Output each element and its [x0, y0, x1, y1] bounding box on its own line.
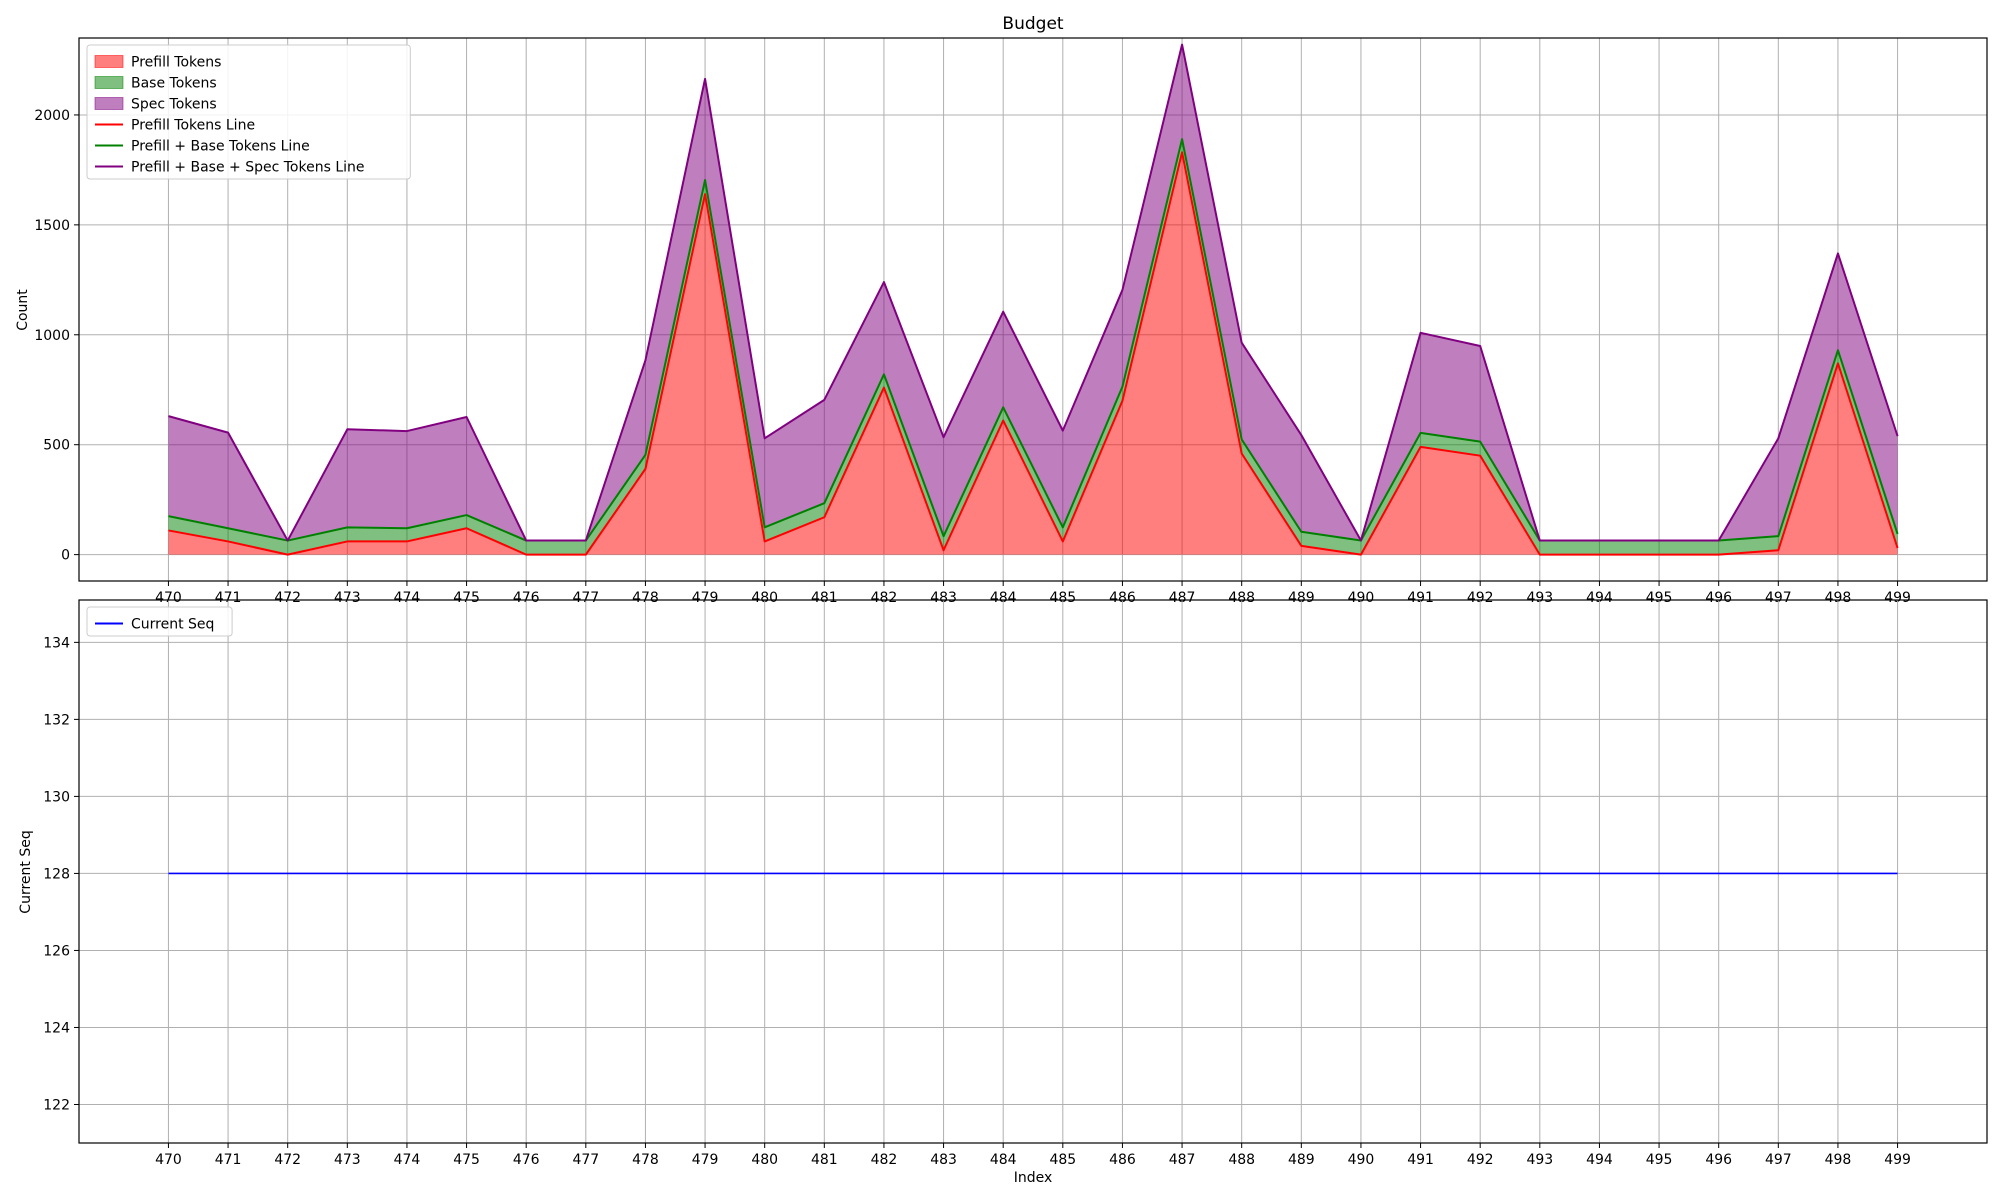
bottom-xtick-label: 473	[334, 1152, 361, 1168]
top-legend-box	[86, 44, 411, 180]
bottom-xtick-label: 499	[1884, 1152, 1911, 1168]
top-xtick-label: 485	[1049, 590, 1076, 606]
legend-label-spec-tokens: Spec Tokens	[131, 97, 217, 113]
top-chart-title: Budget	[1002, 14, 1063, 34]
top-xtick-label: 479	[692, 590, 719, 606]
top-xtick-label: 488	[1228, 590, 1255, 606]
top-xtick-label: 470	[155, 590, 182, 606]
top-xtick-label: 472	[274, 590, 301, 606]
top-xtick-label: 475	[453, 590, 480, 606]
bottom-legend-box	[86, 606, 233, 637]
top-xtick-label: 483	[930, 590, 957, 606]
bottom-xtick-label: 497	[1765, 1152, 1792, 1168]
bottom-chart-xlabel: Index	[1014, 1170, 1053, 1186]
legend-label-current-seq: Current Seq	[131, 617, 214, 633]
legend-label-prefill-base-spec-tokens-line: Prefill + Base + Spec Tokens Line	[131, 160, 365, 176]
top-xtick-label: 474	[394, 590, 421, 606]
top-xtick-label: 478	[632, 590, 659, 606]
top-axes-frame	[78, 37, 1988, 582]
top-xtick-label: 491	[1407, 590, 1434, 606]
top-xtick-label: 493	[1526, 590, 1553, 606]
top-xtick-label: 477	[572, 590, 599, 606]
top-xtick-label: 490	[1348, 590, 1375, 606]
bottom-xtick-label: 478	[632, 1152, 659, 1168]
top-xtick-label: 499	[1884, 590, 1911, 606]
bottom-xtick-label: 490	[1348, 1152, 1375, 1168]
bottom-xtick-label: 476	[513, 1152, 540, 1168]
line-prefill-tokens-line	[168, 151, 1899, 556]
top-xtick-label: 489	[1288, 590, 1315, 606]
top-xtick-label: 484	[990, 590, 1017, 606]
bottom-xtick-label: 477	[572, 1152, 599, 1168]
bottom-xtick-label: 493	[1526, 1152, 1553, 1168]
bottom-xtick-label: 475	[453, 1152, 480, 1168]
top-xtick-label: 476	[513, 590, 540, 606]
top-xtick-label: 494	[1586, 590, 1613, 606]
top-xtick-label: 473	[334, 590, 361, 606]
top-xtick-label: 481	[811, 590, 838, 606]
bottom-xtick-label: 498	[1825, 1152, 1852, 1168]
top-xtick-label: 497	[1765, 590, 1792, 606]
top-xtick-label: 480	[751, 590, 778, 606]
area-base-tokens	[168, 139, 1898, 555]
top-xtick-label: 498	[1825, 590, 1852, 606]
legend-swatch-prefill-tokens	[94, 55, 124, 68]
bottom-xtick-label: 485	[1049, 1152, 1076, 1168]
bottom-xtick-label: 480	[751, 1152, 778, 1168]
top-ytick-label: 0	[61, 548, 70, 564]
bottom-xtick-label: 474	[394, 1152, 421, 1168]
bottom-ytick-label: 126	[43, 943, 70, 959]
bottom-xtick-label: 491	[1407, 1152, 1434, 1168]
top-xtick-label: 486	[1109, 590, 1136, 606]
top-xtick-label: 492	[1467, 590, 1494, 606]
legend-label-prefill-tokens: Prefill Tokens	[131, 55, 221, 71]
bottom-chart-ylabel: Current Seq	[18, 830, 34, 913]
bottom-xtick-label: 494	[1586, 1152, 1613, 1168]
legend-label-prefill-base-tokens-line: Prefill + Base Tokens Line	[131, 139, 310, 155]
bottom-xtick-label: 481	[811, 1152, 838, 1168]
legend-label-base-tokens: Base Tokens	[131, 76, 217, 92]
area-spec-tokens	[168, 44, 1898, 541]
legend-swatch-base-tokens	[94, 76, 124, 89]
bottom-axes-frame	[78, 599, 1988, 1144]
bottom-xtick-label: 472	[274, 1152, 301, 1168]
bottom-ytick-label: 122	[43, 1097, 70, 1113]
top-ytick-label: 2000	[34, 108, 70, 124]
top-ytick-label: 1500	[34, 218, 70, 234]
bottom-xtick-label: 489	[1288, 1152, 1315, 1168]
bottom-xtick-label: 484	[990, 1152, 1017, 1168]
bottom-ytick-label: 134	[43, 635, 70, 651]
legend-swatch-spec-tokens	[94, 97, 124, 110]
budget-chart: 0 500 1000 1500 2000 470 471 472 473 474 475 476 477…	[34, 37, 1988, 606]
top-chart-ylabel: Count	[15, 289, 31, 331]
bottom-xtick-label: 470	[155, 1152, 182, 1168]
bottom-xtick-label: 496	[1705, 1152, 1732, 1168]
bottom-ytick-label: 132	[43, 712, 70, 728]
top-ytick-label: 1000	[34, 328, 70, 344]
top-ytick-label: 500	[43, 438, 70, 454]
bottom-xtick-label: 495	[1646, 1152, 1673, 1168]
bottom-ytick-label: 130	[43, 789, 70, 805]
bottom-xtick-label: 482	[871, 1152, 898, 1168]
bottom-xtick-label: 488	[1228, 1152, 1255, 1168]
current-seq-chart: 122 124 126 128 130 132 134 470 471 472 473 474 475 4…	[43, 599, 1988, 1168]
bottom-xtick-label: 483	[930, 1152, 957, 1168]
legend-label-prefill-tokens-line: Prefill Tokens Line	[131, 118, 255, 134]
top-xtick-label: 487	[1169, 590, 1196, 606]
line-prefill-base-spec-tokens-line	[168, 43, 1899, 542]
top-xtick-label: 496	[1705, 590, 1732, 606]
bottom-ytick-label: 124	[43, 1020, 70, 1036]
bottom-xtick-label: 479	[692, 1152, 719, 1168]
bottom-xtick-label: 487	[1169, 1152, 1196, 1168]
bottom-xtick-label: 471	[215, 1152, 242, 1168]
top-xtick-label: 482	[871, 590, 898, 606]
top-xtick-label: 495	[1646, 590, 1673, 606]
bottom-ytick-label: 128	[43, 866, 70, 882]
bottom-xtick-label: 486	[1109, 1152, 1136, 1168]
top-xtick-label: 471	[215, 590, 242, 606]
bottom-xtick-label: 492	[1467, 1152, 1494, 1168]
